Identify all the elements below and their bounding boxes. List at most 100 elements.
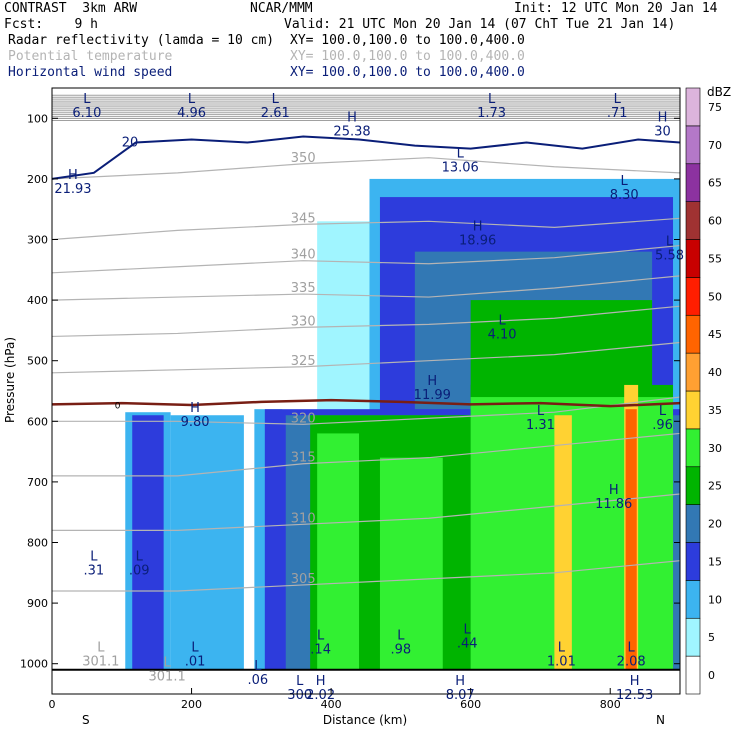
extremum-letter: H: [630, 674, 640, 689]
theta-label-320: 320: [291, 411, 316, 426]
extremum-value: 12.53: [616, 688, 653, 703]
extremum-letter: L: [97, 641, 105, 656]
colorbar-label-15: 15: [708, 555, 722, 568]
theta-contour-350: [51, 157, 681, 180]
extremum-value: .06: [248, 673, 269, 688]
extremum-value: 25.38: [333, 124, 370, 139]
x-tick-label-400: 400: [321, 698, 342, 711]
y-tick-label-800: 800: [27, 537, 48, 550]
extremum-0: L6.10: [72, 92, 101, 121]
colorbar-swatch-5: [685, 617, 701, 657]
theta-label-305: 305: [291, 572, 316, 587]
extremum-32: H12.53: [616, 674, 653, 703]
extremum-value: 13.06: [442, 161, 479, 176]
extremum-7: H21.93: [54, 168, 91, 197]
extremum-9: L8.30: [610, 174, 639, 203]
extremum-26: L.44: [457, 622, 478, 651]
extremum-22: L.01: [185, 641, 206, 670]
extremum-24: L.14: [310, 628, 331, 657]
theta-label-310: 310: [291, 511, 316, 526]
y-tick-label-300: 300: [27, 234, 48, 247]
colorbar-label-25: 25: [708, 480, 722, 493]
extremum-value: 1.73: [477, 106, 506, 121]
theta-contour-345: [51, 217, 681, 241]
colorbar-swatch-30: [685, 428, 701, 468]
colorbar-label-55: 55: [708, 252, 722, 265]
extremum-letter: L: [621, 174, 629, 189]
colorbar-label-50: 50: [708, 290, 722, 303]
extremum-3: H25.38: [333, 110, 370, 139]
extremum-value: 1.31: [526, 418, 555, 433]
extremum-25: L.98: [391, 628, 412, 657]
extremum-28: L2.08: [617, 641, 646, 670]
colorbar-label-75: 75: [708, 101, 722, 114]
extremum-letter: H: [68, 168, 78, 183]
x-end-label-south: S: [82, 713, 90, 727]
extremum-value: 11.86: [595, 497, 632, 512]
colorbar-swatch-70: [685, 125, 701, 165]
colorbar-swatch-25: [685, 466, 701, 505]
colorbar-label-35: 35: [708, 404, 722, 417]
colorbar-unit: dBZ: [707, 85, 731, 99]
extremum-29: H2.02: [306, 674, 335, 703]
colorbar-swatch-0: [685, 655, 701, 695]
extremum-19: L.09: [129, 550, 150, 579]
extremum-letter: L: [136, 550, 144, 565]
y-tick-label-400: 400: [27, 294, 48, 307]
extremum-value: .71: [607, 106, 628, 121]
extremum-23: L.06: [248, 659, 269, 688]
extremum-letter: H: [473, 219, 483, 234]
x-tick-label-200: 200: [181, 698, 202, 711]
colorbar-label-5: 5: [708, 631, 715, 644]
extremum-27: L1.01: [547, 641, 576, 670]
init-time: Init: 12 UTC Mon 20 Jan 14: [514, 1, 718, 16]
extremum-letter: L: [488, 92, 496, 107]
y-tick-label-700: 700: [27, 476, 48, 489]
extremum-15: L1.31: [526, 404, 555, 433]
field-reflectivity-xy: XY= 100.0,100.0 to 100.0,400.0: [290, 33, 525, 48]
field-theta-label: Potential temperature: [8, 49, 173, 64]
extremum-letter: L: [614, 92, 622, 107]
extremum-18: L.31: [84, 550, 105, 579]
freezing-level-label: 0: [115, 401, 121, 411]
extremum-letter: L: [83, 92, 91, 107]
y-tick-label-900: 900: [27, 597, 48, 610]
extremum-value: .01: [185, 655, 206, 670]
field-wind-xy: XY= 100.0,100.0 to 100.0,400.0: [290, 65, 525, 80]
extremum-value: 6.10: [72, 106, 101, 121]
y-tick-label-600: 600: [27, 415, 48, 428]
extremum-letter: L: [317, 628, 325, 643]
theta-contour-335: [51, 275, 681, 301]
colorbar-label-60: 60: [708, 215, 722, 228]
theta-label-325: 325: [291, 354, 316, 369]
extremum-letter: H: [316, 674, 326, 689]
extremum-10: H18.96: [459, 219, 496, 248]
extremum-value: 18.96: [459, 233, 496, 248]
extremum-31: H8.07: [446, 674, 475, 703]
y-tick-label-100: 100: [27, 112, 48, 125]
extremum-value: 2.02: [306, 688, 335, 703]
extremum-letter: L: [464, 622, 472, 637]
extremum-value: 301.1: [82, 655, 119, 670]
extremum-8: L13.06: [442, 147, 479, 176]
extremum-11: L5.58: [655, 235, 684, 264]
colorbar-swatch-35: [685, 390, 701, 430]
theta-label-350: 350: [291, 151, 316, 166]
extremum-letter: H: [190, 401, 200, 416]
colorbar-swatch-75: [685, 87, 701, 127]
reflectivity-column-13: [625, 409, 637, 670]
extremum-letter: L: [254, 659, 262, 674]
theta-contour-325: [51, 341, 681, 374]
colorbar-label-45: 45: [708, 328, 722, 341]
field-theta-xy: XY= 100.0,100.0 to 100.0,400.0: [290, 49, 525, 64]
extremum-letter: L: [666, 235, 674, 250]
colorbar-swatch-55: [685, 239, 701, 278]
extremum-letter: L: [457, 147, 465, 162]
extremum-value: 2.08: [617, 655, 646, 670]
x-tick-label-600: 600: [460, 698, 481, 711]
extremum-letter: L: [628, 641, 636, 656]
colorbar-swatch-50: [685, 277, 701, 316]
